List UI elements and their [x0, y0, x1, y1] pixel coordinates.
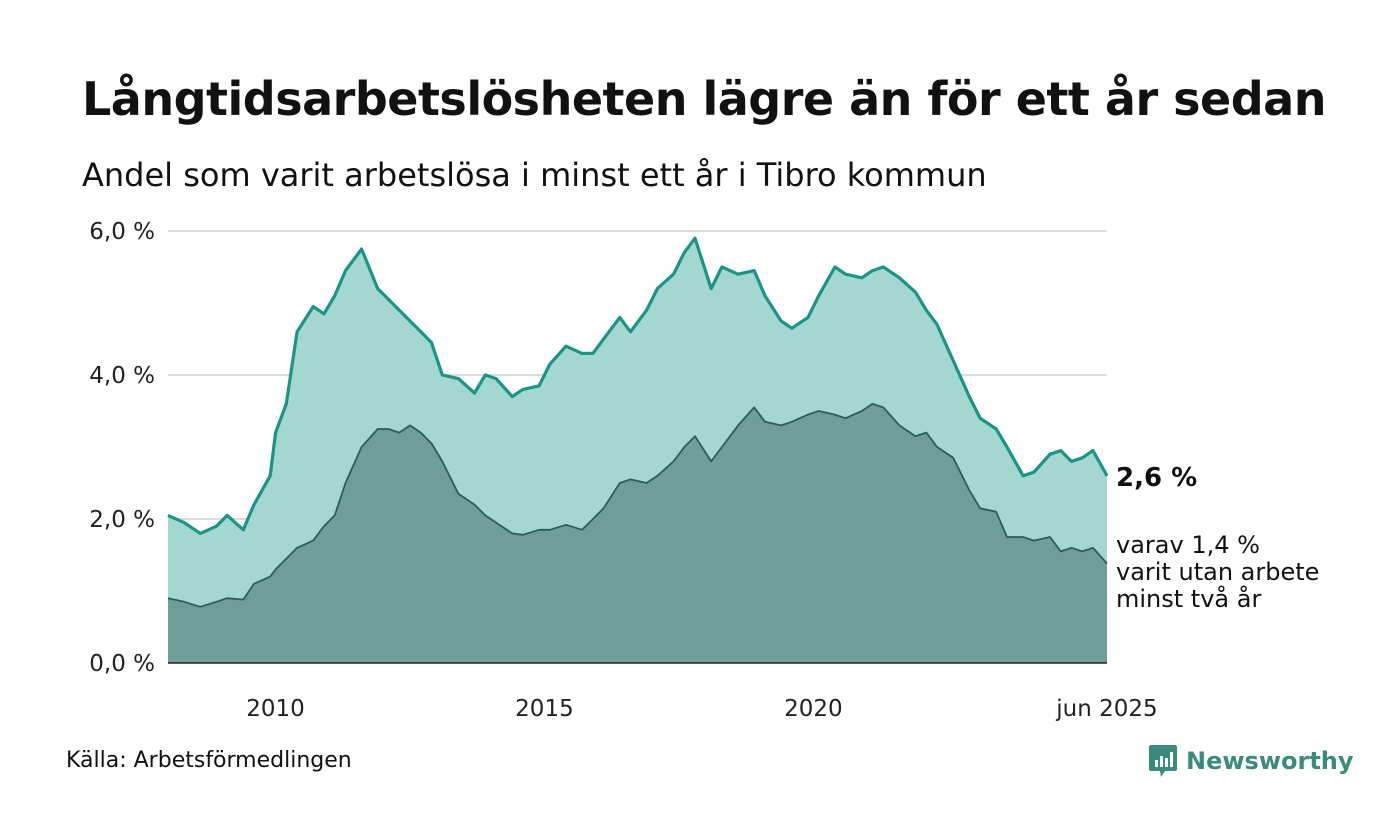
total-line	[167, 236, 1109, 535]
note-line-3: minst två år	[1116, 584, 1261, 613]
y-axis-ticks: 0,0 % 2,0 % 4,0 % 6,0 %	[89, 219, 155, 677]
y-tick-label: 4,0 %	[89, 363, 155, 389]
long-term-line	[167, 402, 1108, 608]
y-tick-label: 2,0 %	[89, 507, 155, 533]
chart-title: Långtidsarbetslösheten lägre än för ett …	[82, 72, 1326, 126]
end-value-label: 2,6 %	[1116, 463, 1197, 493]
x-tick-label: 2010	[246, 696, 305, 722]
y-tick-label: 6,0 %	[89, 219, 155, 245]
y-tick-label: 0,0 %	[89, 651, 155, 677]
note-line-1: varav 1,4 %	[1116, 531, 1260, 559]
x-axis-ticks: 2010 2015 2020 jun 2025	[246, 696, 1157, 722]
source-note: Källa: Arbetsförmedlingen	[66, 748, 352, 773]
long-term-area	[168, 403, 1107, 663]
brand-logo: Newsworthy	[1148, 743, 1354, 779]
x-tick-label: 2015	[515, 696, 574, 722]
x-tick-label: 2020	[784, 696, 843, 722]
bar-chart-icon	[1149, 745, 1177, 777]
chart-subtitle: Andel som varit arbetslösa i minst ett å…	[82, 156, 987, 194]
x-tick-label: jun 2025	[1055, 696, 1157, 722]
brand-name: Newsworthy	[1186, 747, 1354, 775]
note-line-2: varit utan arbete	[1116, 558, 1319, 586]
